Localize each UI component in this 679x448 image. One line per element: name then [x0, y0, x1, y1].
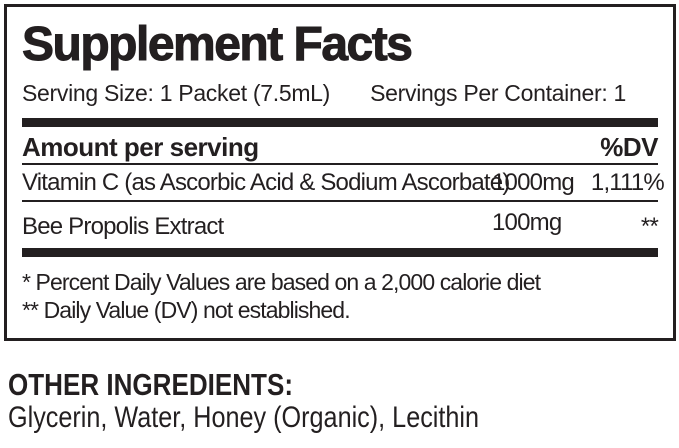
servings-per-container-text: Servings Per Container: 1 — [370, 80, 626, 106]
other-ingredients-heading: OTHER INGREDIENTS: — [8, 367, 294, 402]
other-ingredients-section: OTHER INGREDIENTS: Glycerin, Water, Hone… — [8, 369, 569, 434]
nutrient-dv: 1,111% — [590, 169, 665, 196]
nutrient-row-vitamin-c: Vitamin C (as Ascorbic Acid & Sodium Asc… — [22, 165, 665, 202]
serving-size-text: Serving Size: 1 Packet (7.5mL) — [22, 80, 331, 106]
nutrient-amount: 1000mg — [492, 169, 575, 196]
divider-thick-top — [22, 118, 658, 127]
other-ingredients-list: Glycerin, Water, Honey (Organic), Lecith… — [8, 401, 480, 434]
supplement-facts-panel: Supplement Facts Serving Size: 1 Packet … — [4, 4, 676, 341]
dv-header: %DV — [600, 132, 658, 162]
footnotes: * Percent Daily Values are based on a 2,… — [22, 268, 658, 324]
serving-info-row: Serving Size: 1 Packet (7.5mL) Servings … — [22, 81, 658, 105]
divider-thick-bottom — [22, 248, 658, 257]
footnote-daily-values: * Percent Daily Values are based on a 2,… — [22, 269, 541, 295]
column-header-row: Amount per serving %DV — [22, 127, 658, 165]
nutrient-dv: ** — [640, 213, 659, 240]
nutrient-amount: 100mg — [492, 209, 562, 236]
nutrient-row-bee-propolis: Bee Propolis Extract 100mg ** — [22, 202, 659, 248]
nutrient-name: Vitamin C (as Ascorbic Acid & Sodium Asc… — [22, 169, 510, 196]
footnote-dv-not-established: ** Daily Value (DV) not established. — [22, 297, 351, 323]
nutrient-name: Bee Propolis Extract — [22, 213, 224, 240]
panel-title: Supplement Facts — [22, 18, 414, 71]
amount-per-serving-header: Amount per serving — [22, 132, 259, 162]
